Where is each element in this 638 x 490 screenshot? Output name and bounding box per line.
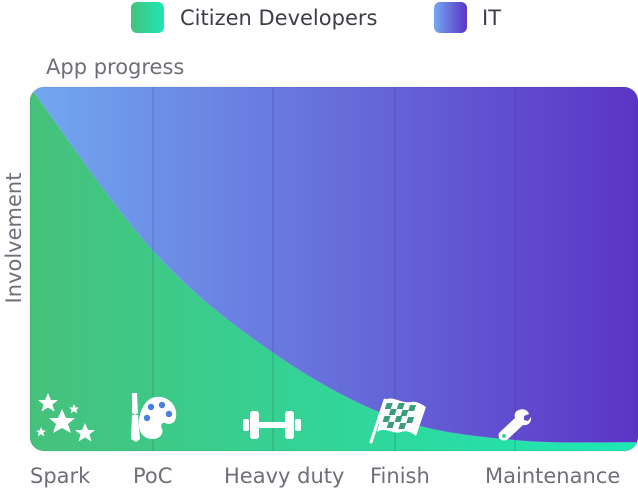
legend-label-it: IT xyxy=(482,6,501,30)
series-area-citizen-developers xyxy=(30,87,638,451)
x-axis-title: App progress xyxy=(46,55,184,79)
checkered-flag-icon xyxy=(369,398,426,444)
y-axis-title: Involvement xyxy=(2,173,26,304)
x-axis-ticks: Spark PoC Heavy duty Finish Maintenance xyxy=(30,464,620,488)
legend: Citizen Developers IT xyxy=(131,2,501,33)
x-tick-label-maintenance: Maintenance xyxy=(485,464,620,488)
plot-area xyxy=(30,87,638,451)
plot-border xyxy=(29,86,638,452)
sparkles-icon xyxy=(36,393,95,442)
legend-swatch-it xyxy=(434,2,467,33)
dumbbell-icon xyxy=(243,411,301,439)
wrench-icon xyxy=(498,409,532,441)
series-boundary-line xyxy=(30,87,638,444)
x-tick-label-heavy-duty: Heavy duty xyxy=(224,464,344,488)
palette-brush-icon xyxy=(131,393,177,442)
x-tick-label-poc: PoC xyxy=(133,464,172,488)
legend-label-citizen-developers: Citizen Developers xyxy=(180,6,377,30)
legend-swatch-citizen-developers xyxy=(131,2,164,33)
x-tick-label-finish: Finish xyxy=(370,464,430,488)
x-tick-label-spark: Spark xyxy=(30,464,91,488)
gridlines xyxy=(152,87,516,451)
